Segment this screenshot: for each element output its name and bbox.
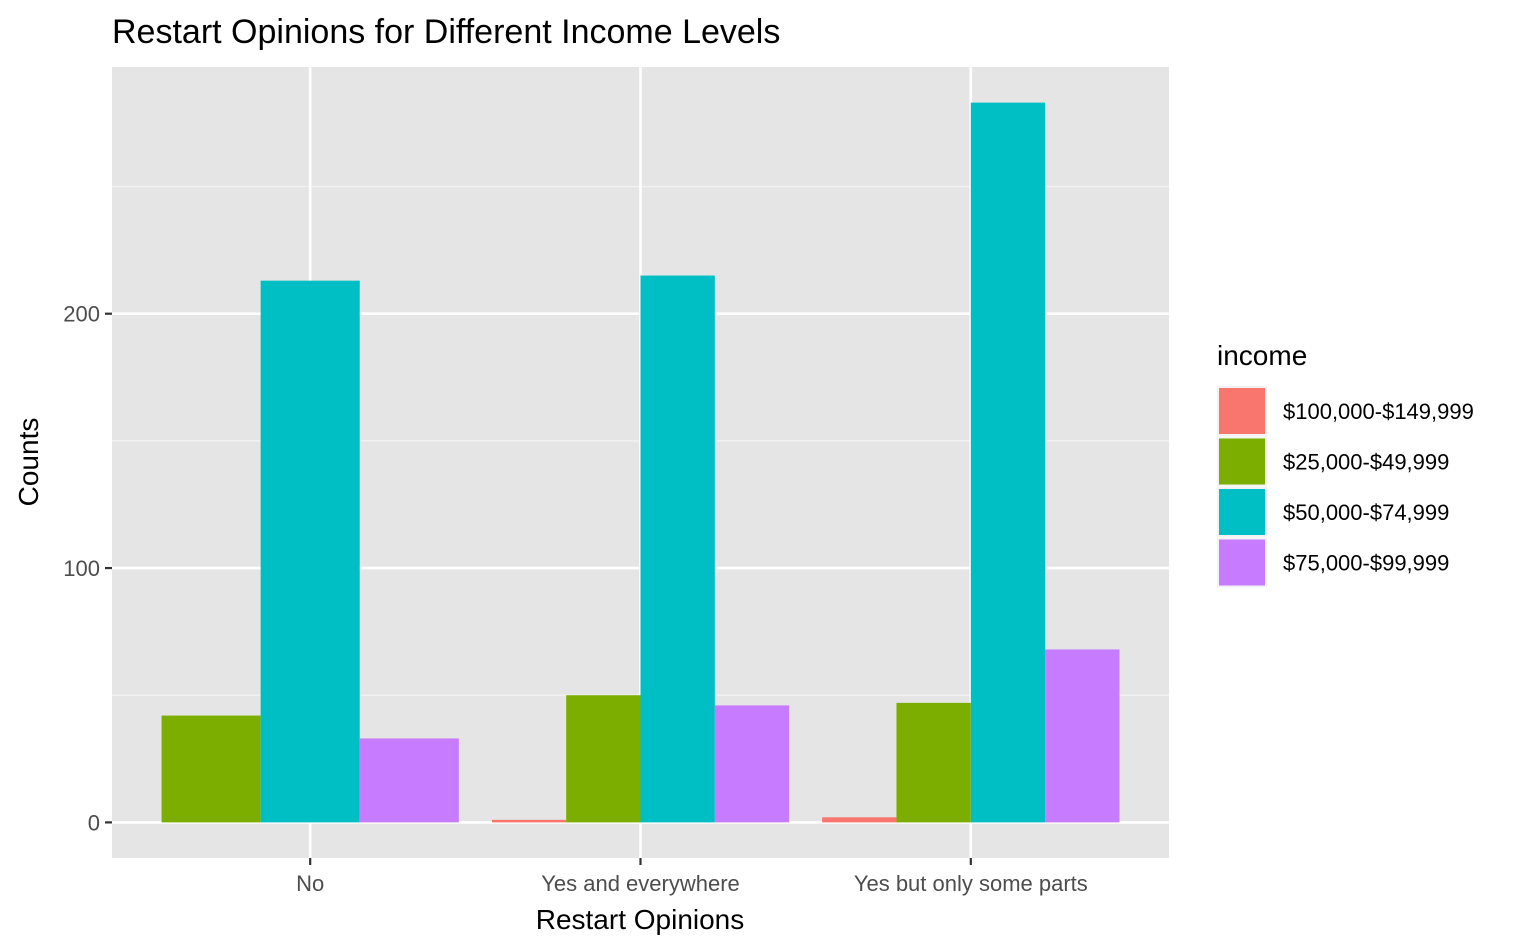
bar [714, 705, 790, 823]
legend-label: $25,000-$49,999 [1283, 450, 1449, 475]
legend-key [1219, 388, 1265, 434]
bar [161, 715, 261, 823]
legend-title: income [1217, 340, 1307, 371]
bar [359, 738, 459, 823]
legend-key [1219, 489, 1265, 535]
bar [640, 275, 715, 823]
x-tick-label: No [296, 871, 324, 896]
y-tick-label: 100 [63, 556, 100, 581]
bar [822, 817, 897, 823]
bar [566, 695, 641, 823]
y-tick-label: 0 [88, 810, 100, 835]
legend-key [1219, 539, 1265, 586]
x-tick-label: Yes and everywhere [541, 871, 740, 896]
legend-key [1219, 438, 1265, 485]
chart-title: Restart Opinions for Different Income Le… [112, 13, 780, 51]
legend-label: $75,000-$99,999 [1283, 551, 1449, 576]
bar [970, 102, 1046, 823]
legend: income $100,000-$149,999 $25,000-$49,999 $… [1217, 340, 1474, 588]
y-tick-label: 200 [63, 302, 100, 327]
bar [260, 280, 360, 823]
x-tick-label: Yes but only some parts [854, 871, 1088, 896]
bars [161, 102, 1120, 823]
y-axis-title: Counts [13, 418, 44, 507]
x-axis-title: Restart Opinions [536, 904, 745, 935]
bar [1045, 649, 1120, 823]
bar [896, 702, 971, 823]
axes: 0 100 200 No Yes and everywhere Yes but only … [63, 302, 1088, 896]
legend-label: $50,000-$74,999 [1283, 500, 1449, 525]
legend-label: $100,000-$149,999 [1283, 399, 1474, 424]
bar [491, 819, 567, 823]
